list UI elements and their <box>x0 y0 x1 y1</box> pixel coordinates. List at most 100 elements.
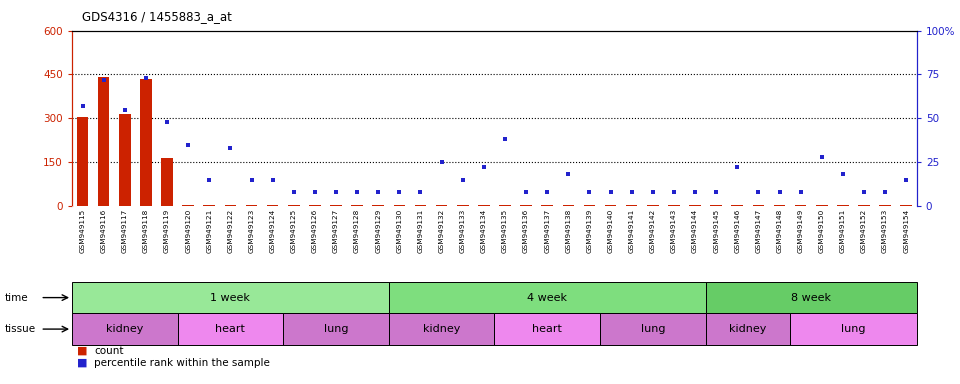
Point <box>159 119 175 125</box>
Point <box>244 177 259 183</box>
Point <box>286 189 301 195</box>
Point <box>899 177 914 183</box>
Bar <box>795 205 806 206</box>
Bar <box>225 205 236 206</box>
Bar <box>330 205 342 206</box>
Bar <box>541 205 553 206</box>
Point <box>561 171 576 177</box>
Text: 4 week: 4 week <box>527 293 567 303</box>
Point <box>793 189 808 195</box>
Bar <box>668 205 680 206</box>
Bar <box>72 282 389 313</box>
Text: tissue: tissue <box>5 324 36 334</box>
Text: heart: heart <box>532 324 563 334</box>
Bar <box>415 205 426 206</box>
Bar <box>706 282 917 313</box>
Bar <box>204 205 215 206</box>
Text: heart: heart <box>215 324 246 334</box>
Point <box>772 189 787 195</box>
Bar <box>178 313 283 345</box>
Point <box>180 141 196 147</box>
Bar <box>267 205 278 206</box>
Point <box>413 189 428 195</box>
Bar <box>837 205 849 206</box>
Point <box>751 189 766 195</box>
Point <box>497 136 513 142</box>
Text: kidney: kidney <box>730 324 766 334</box>
Bar <box>790 313 917 345</box>
Point <box>518 189 534 195</box>
Bar <box>879 205 891 206</box>
Point <box>730 164 745 170</box>
Bar <box>119 114 131 206</box>
Bar <box>499 205 511 206</box>
Bar <box>626 205 637 206</box>
Bar <box>900 205 912 206</box>
Bar <box>182 205 194 206</box>
Bar <box>389 282 706 313</box>
Text: 8 week: 8 week <box>791 293 831 303</box>
Bar <box>710 205 722 206</box>
Bar <box>309 205 321 206</box>
Point <box>540 189 555 195</box>
Point <box>138 75 154 81</box>
Bar <box>563 205 574 206</box>
Text: GDS4316 / 1455883_a_at: GDS4316 / 1455883_a_at <box>82 10 231 23</box>
Point <box>349 189 365 195</box>
Bar <box>98 78 109 206</box>
Text: count: count <box>94 346 124 356</box>
Text: ■: ■ <box>77 346 87 356</box>
Point <box>476 164 492 170</box>
Text: time: time <box>5 293 29 303</box>
Text: ■: ■ <box>77 358 87 367</box>
Text: percentile rank within the sample: percentile rank within the sample <box>94 358 270 367</box>
Bar <box>774 205 785 206</box>
Bar <box>520 205 532 206</box>
Point <box>265 177 280 183</box>
Bar <box>140 79 152 206</box>
Point <box>603 189 618 195</box>
Bar <box>600 313 706 345</box>
Bar <box>161 158 173 206</box>
Text: kidney: kidney <box>107 324 143 334</box>
Bar <box>372 205 384 206</box>
Text: 1 week: 1 week <box>210 293 251 303</box>
Bar <box>605 205 616 206</box>
Bar <box>706 313 790 345</box>
Bar <box>647 205 659 206</box>
Bar <box>732 205 743 206</box>
Bar <box>72 313 178 345</box>
Bar <box>689 205 701 206</box>
Bar <box>753 205 764 206</box>
Bar <box>246 205 257 206</box>
Point <box>835 171 851 177</box>
Point <box>371 189 386 195</box>
Point <box>202 177 217 183</box>
Point <box>877 189 893 195</box>
Bar <box>394 205 405 206</box>
Bar <box>351 205 363 206</box>
Bar <box>494 313 600 345</box>
Point <box>687 189 703 195</box>
Point <box>624 189 639 195</box>
Point <box>75 103 90 109</box>
Point <box>96 77 111 83</box>
Point <box>582 189 597 195</box>
Bar <box>478 205 490 206</box>
Point <box>645 189 660 195</box>
Bar <box>816 205 828 206</box>
Point <box>117 106 132 113</box>
Point <box>328 189 344 195</box>
Bar <box>858 205 870 206</box>
Bar <box>436 205 447 206</box>
Point <box>392 189 407 195</box>
Text: kidney: kidney <box>423 324 460 334</box>
Point <box>814 154 829 160</box>
Point <box>856 189 872 195</box>
Bar <box>77 117 88 206</box>
Point <box>666 189 682 195</box>
Text: lung: lung <box>841 324 866 334</box>
Point <box>223 145 238 151</box>
Point <box>307 189 323 195</box>
Text: lung: lung <box>324 324 348 334</box>
